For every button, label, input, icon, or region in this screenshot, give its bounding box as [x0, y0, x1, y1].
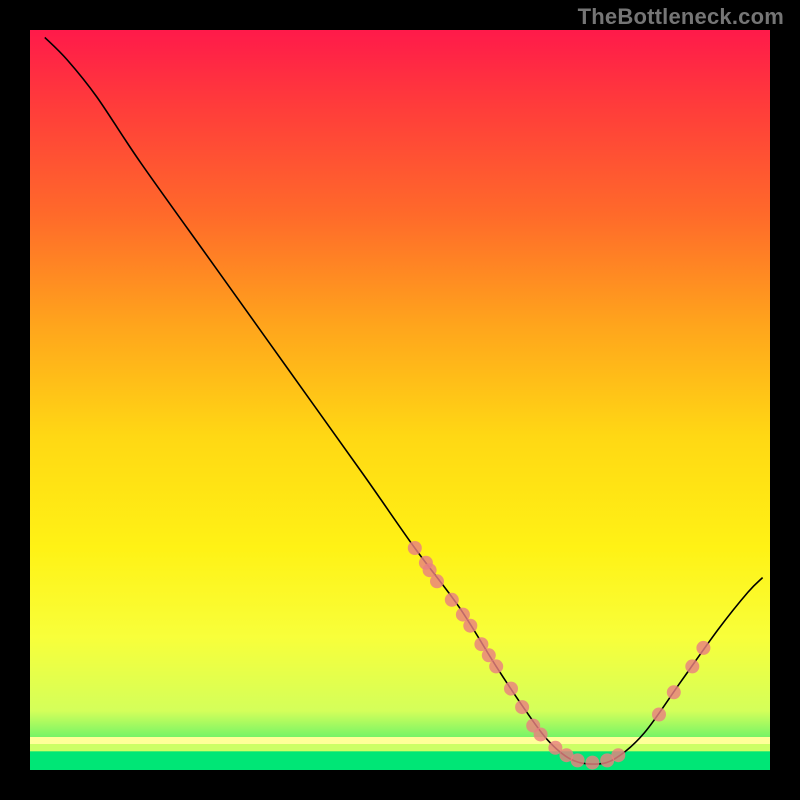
data-marker — [445, 593, 459, 607]
chart-frame: TheBottleneck.com — [0, 0, 800, 800]
data-marker — [667, 685, 681, 699]
data-marker — [585, 756, 599, 770]
data-marker — [504, 682, 518, 696]
watermark-text: TheBottleneck.com — [578, 4, 784, 30]
data-marker — [696, 641, 710, 655]
data-marker — [463, 619, 477, 633]
data-marker — [489, 659, 503, 673]
data-marker — [652, 708, 666, 722]
bottleneck-curve-chart — [30, 30, 770, 770]
data-marker — [408, 541, 422, 555]
data-marker — [430, 574, 444, 588]
data-marker — [515, 700, 529, 714]
curve-line — [45, 37, 763, 764]
data-marker — [685, 659, 699, 673]
data-marker — [611, 748, 625, 762]
data-marker — [571, 753, 585, 767]
data-marker — [534, 727, 548, 741]
